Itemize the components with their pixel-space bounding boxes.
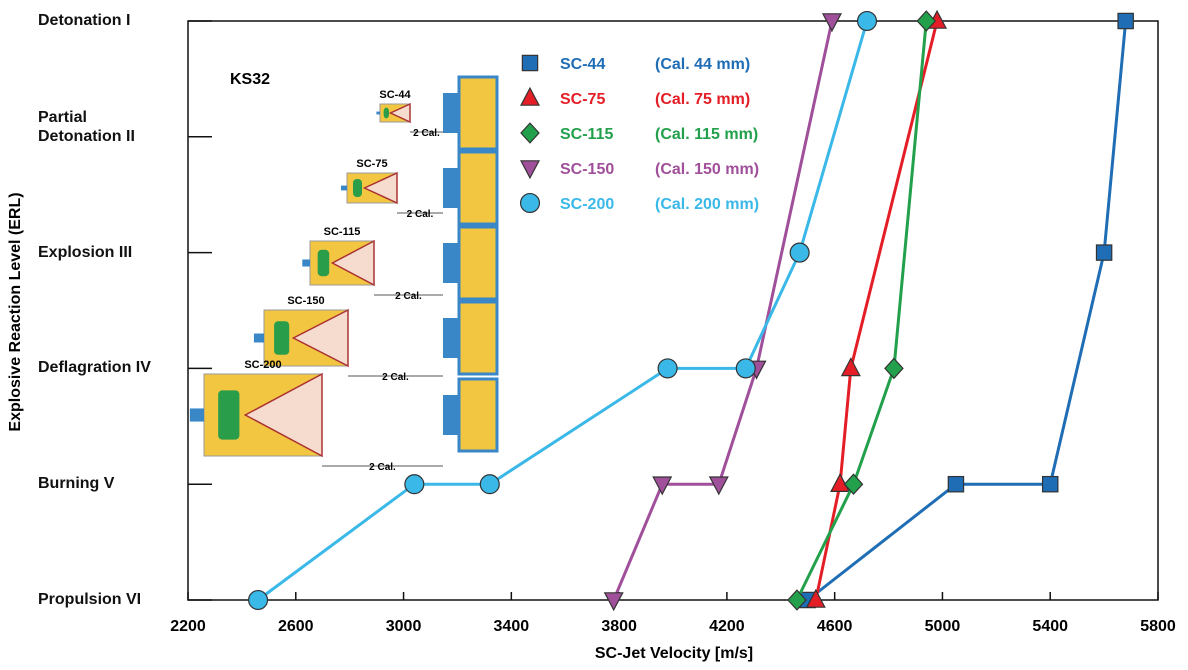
- x-tick-label: 4200: [709, 618, 745, 635]
- legend-marker: [522, 55, 537, 70]
- charge-core: [274, 321, 289, 355]
- legend-name: SC-44: [560, 56, 605, 73]
- spacing-label: 2 Cal.: [407, 209, 434, 220]
- fuze: [254, 334, 264, 343]
- x-tick-label: 5400: [1032, 618, 1068, 635]
- legend: SC-44 (Cal. 44 mm) SC-75 (Cal. 75 mm) SC-115…: [521, 55, 759, 213]
- y-tick-label: Explosion III: [38, 243, 188, 262]
- target: [459, 152, 497, 224]
- marker: [790, 243, 809, 262]
- x-tick-label: 3400: [494, 618, 530, 635]
- inset: SC-44 2 Cal. SC-75 2 Cal. SC-115 2 Cal. SC-150…: [190, 77, 497, 473]
- marker: [736, 359, 755, 378]
- marker: [858, 12, 877, 31]
- fuze: [341, 186, 347, 191]
- marker: [1043, 477, 1058, 492]
- legend-marker: [521, 88, 539, 105]
- target: [459, 302, 497, 374]
- marker: [405, 475, 424, 494]
- charge-core: [318, 250, 330, 276]
- target-plate: [443, 318, 458, 358]
- x-tick-label: 5800: [1140, 618, 1176, 635]
- y-tick-label: Deflagration IV: [38, 358, 188, 377]
- fuze: [376, 112, 380, 115]
- y-tick-label: Detonation I: [38, 11, 188, 30]
- fuze: [190, 408, 204, 421]
- target-plate: [443, 243, 458, 283]
- legend-caption: (Cal. 150 mm): [655, 161, 759, 178]
- target: [459, 77, 497, 149]
- spacing-label: 2 Cal.: [369, 462, 396, 473]
- marker: [948, 477, 963, 492]
- charge-core: [384, 108, 389, 119]
- spacing-label: 2 Cal.: [413, 128, 440, 139]
- marker: [842, 359, 860, 376]
- target: [459, 227, 497, 299]
- legend-caption: (Cal. 75 mm): [655, 91, 750, 108]
- inset-label: SC-115: [324, 226, 361, 238]
- legend-marker: [521, 123, 539, 143]
- inset-label: SC-150: [287, 295, 324, 307]
- inset-label: SC-75: [356, 158, 387, 170]
- marker: [605, 593, 623, 610]
- x-tick-label: 5000: [925, 618, 961, 635]
- marker: [823, 14, 841, 31]
- target: [459, 379, 497, 451]
- marker: [249, 591, 268, 610]
- legend-name: SC-150: [560, 161, 614, 178]
- charge-core: [218, 390, 239, 439]
- x-tick-label: 3000: [386, 618, 422, 635]
- marker: [1118, 13, 1133, 28]
- legend-caption: (Cal. 200 mm): [655, 196, 759, 213]
- series-line: [808, 21, 1126, 600]
- inset-label: SC-200: [244, 359, 281, 371]
- marker: [480, 475, 499, 494]
- legend-name: SC-115: [560, 126, 613, 143]
- x-tick-label: 2200: [170, 618, 206, 635]
- legend-caption: (Cal. 115 mm): [655, 126, 758, 143]
- y-axis-title: Explosive Reaction Level (ERL): [7, 192, 24, 431]
- legend-name: SC-75: [560, 91, 605, 108]
- target-plate: [443, 395, 458, 435]
- inset-label: SC-44: [379, 89, 411, 101]
- annotation: KS32: [230, 71, 270, 88]
- legend-caption: (Cal. 44 mm): [655, 56, 750, 73]
- y-tick-label: Propulsion VI: [38, 590, 188, 609]
- x-tick-label: 4600: [817, 618, 853, 635]
- page: SC-Jet Velocity [m/s] Explosive Reaction…: [0, 0, 1188, 670]
- x-tick-label: 3800: [601, 618, 637, 635]
- spacing-label: 2 Cal.: [382, 372, 409, 383]
- marker: [658, 359, 677, 378]
- legend-marker: [521, 194, 540, 213]
- chart: SC-Jet Velocity [m/s] Explosive Reaction…: [0, 0, 1188, 670]
- target-plate: [443, 93, 458, 133]
- marker: [885, 359, 903, 379]
- x-axis-title: SC-Jet Velocity [m/s]: [595, 645, 753, 662]
- charge-core: [353, 179, 362, 197]
- y-tick-label: Partial Detonation II: [38, 108, 188, 146]
- marker: [1096, 245, 1111, 260]
- y-tick-label: Burning V: [38, 474, 188, 493]
- target-plate: [443, 168, 458, 208]
- fuze: [302, 259, 310, 266]
- legend-name: SC-200: [560, 196, 614, 213]
- series-line: [797, 21, 926, 600]
- x-tick-label: 2600: [278, 618, 314, 635]
- legend-marker: [521, 161, 539, 178]
- spacing-label: 2 Cal.: [395, 291, 422, 302]
